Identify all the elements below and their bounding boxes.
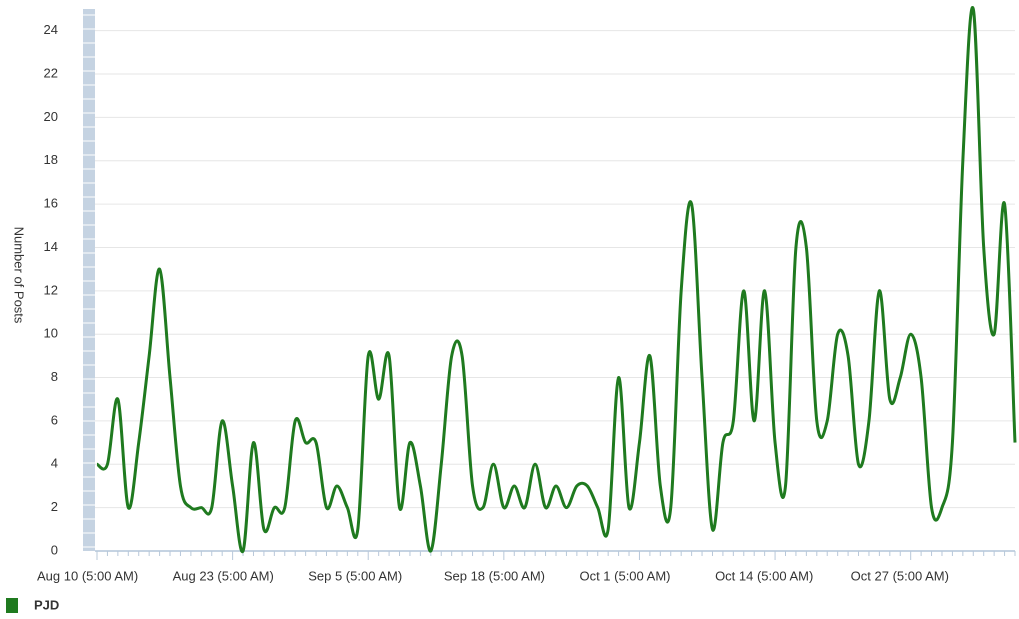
x-tick-label: Oct 1 (5:00 AM) [579,568,670,583]
y-tick-label: 24 [44,22,58,37]
y-axis-label: Number of Posts [12,227,27,324]
x-tick-label: Sep 18 (5:00 AM) [444,568,545,583]
y-tick-label: 18 [44,152,58,167]
x-tick-label: Oct 14 (5:00 AM) [715,568,813,583]
y-tick-label: 2 [51,499,58,514]
y-tick-label: 20 [44,109,58,124]
axis-band [83,9,95,551]
legend-swatch [6,598,18,613]
y-tick-label: 10 [44,326,58,341]
y-tick-label: 4 [51,456,58,471]
x-tick-label: Sep 5 (5:00 AM) [308,568,402,583]
y-tick-label: 6 [51,412,58,427]
y-tick-label: 16 [44,196,58,211]
x-tick-label: Oct 27 (5:00 AM) [851,568,949,583]
x-tick-label: Aug 10 (5:00 AM) [37,568,138,583]
y-tick-label: 14 [44,239,58,254]
y-tick-label: 0 [51,542,58,557]
x-tick-label: Aug 23 (5:00 AM) [173,568,274,583]
y-tick-label: 8 [51,369,58,384]
y-tick-label: 22 [44,65,58,80]
y-tick-label: 12 [44,282,58,297]
line-series [96,6,1017,553]
legend-label: PJD [34,597,59,612]
